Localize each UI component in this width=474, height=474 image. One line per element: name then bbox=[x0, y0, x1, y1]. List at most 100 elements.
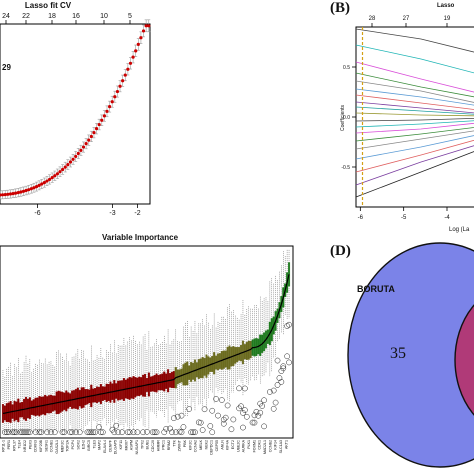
panel-c-outlier bbox=[76, 429, 83, 436]
panel-b-top-tick-label: 28 bbox=[369, 16, 376, 22]
panel-c-outlier bbox=[19, 429, 26, 436]
panel-c-x-label: CENPF bbox=[108, 439, 112, 452]
panel-c-outlier bbox=[169, 429, 175, 436]
panel-a-point bbox=[141, 29, 146, 33]
panel-a-bottom-ticks: -6 -3 -2 bbox=[34, 204, 141, 217]
panel-c-x-label: UBE2C bbox=[236, 440, 240, 452]
panel-a-point bbox=[84, 142, 88, 146]
panel-c-outlier bbox=[220, 420, 227, 427]
panel-a-top-tick-label: 18 bbox=[48, 13, 56, 20]
panel-a-point bbox=[6, 192, 10, 196]
panel-a-point bbox=[105, 109, 109, 113]
panel-b-coef-line bbox=[355, 139, 474, 173]
panel-a-point bbox=[55, 172, 60, 176]
panel-c-x-label: MAD2L1 bbox=[263, 440, 267, 454]
panel-a-point bbox=[34, 184, 39, 189]
panel-a-point bbox=[68, 160, 73, 164]
panel-c-x-label: SLC1A3 bbox=[279, 440, 283, 453]
panel-a-point bbox=[79, 148, 83, 152]
panel-c-outlier bbox=[224, 402, 231, 409]
panel-c-x-label: CEP55 bbox=[215, 440, 219, 451]
panel-a-point bbox=[94, 127, 99, 131]
panel-a-top-tick-label: 24 bbox=[2, 13, 10, 20]
panel-a-point bbox=[42, 181, 46, 185]
panel-a-point bbox=[53, 174, 57, 178]
panel-c-title: Variable Importance bbox=[102, 233, 179, 242]
panel-a-point bbox=[66, 163, 70, 167]
panel-c-outlier bbox=[167, 425, 173, 432]
panel-a-point bbox=[121, 79, 125, 83]
panel-b-ylabel: Coefficients bbox=[340, 104, 346, 131]
panel-c-outlier bbox=[144, 428, 150, 435]
panel-a-top-ticks: 24 22 18 16 10 5 bbox=[2, 13, 132, 24]
panel-a-point bbox=[11, 191, 15, 196]
panel-b-top-title: Lasso bbox=[437, 3, 455, 9]
panel-c-x-label: CCNB2 bbox=[268, 440, 272, 452]
panel-c-outlier bbox=[178, 412, 185, 419]
panel-c-outlier bbox=[151, 429, 158, 436]
panel-a-point bbox=[147, 24, 151, 28]
panel-a-point bbox=[19, 190, 23, 194]
panel-c-outlier bbox=[251, 419, 258, 426]
panel-a-point bbox=[136, 42, 140, 46]
panel-a-point bbox=[27, 188, 31, 192]
panel-a-point bbox=[29, 187, 33, 191]
panel-b-tag: (B) bbox=[330, 0, 350, 16]
panel-a-point bbox=[16, 190, 20, 195]
panel-b-coef-line bbox=[355, 61, 474, 93]
panel-c-outlier bbox=[188, 429, 194, 436]
panel-a-point bbox=[115, 89, 120, 94]
panel-a-bottom-tick-label: -2 bbox=[134, 210, 140, 217]
panel-c-x-label: SESN1 bbox=[44, 440, 48, 452]
panel-a-point bbox=[108, 105, 112, 109]
panel-a-point bbox=[131, 55, 135, 59]
panel-c-outlier bbox=[190, 429, 196, 436]
panel-c-x-label: MEF2C bbox=[60, 440, 64, 453]
panel-c-outlier bbox=[270, 405, 277, 412]
panel-c-x-label: ECT2 bbox=[231, 440, 235, 449]
panel-b-x-tick-label: -5 bbox=[401, 215, 407, 221]
panel-b-top-tick-label: 19 bbox=[444, 16, 451, 22]
panel-c-x-label: MKI67 bbox=[124, 440, 128, 450]
panel-c-outlier bbox=[111, 429, 118, 436]
panel-a-plot-frame bbox=[0, 23, 151, 205]
panel-b-x-tick-label: -4 bbox=[444, 215, 450, 221]
panel-c-median-trend bbox=[2, 274, 290, 414]
panel-c-outlier bbox=[272, 399, 279, 406]
panel-c-x-label: CCNB1 bbox=[50, 440, 54, 452]
panel-c-outlier bbox=[240, 424, 246, 431]
panel-a-point bbox=[14, 191, 18, 195]
panel-c-x-label: RPL37 bbox=[12, 440, 16, 451]
panel-b-coef-line bbox=[355, 122, 474, 134]
panel-b-coef-line bbox=[355, 145, 474, 186]
panel-b-top-ticks: 28 27 19 bbox=[369, 16, 451, 27]
panel-b-y-tick-label: 0.5 bbox=[343, 65, 350, 71]
panel-b-x-ticks: -6 -5 -4 bbox=[358, 207, 450, 221]
panel-c-outlier bbox=[73, 429, 79, 436]
panel-b-y-tick-label: -0.5 bbox=[341, 165, 350, 171]
panel-c-outlier bbox=[61, 429, 68, 436]
panel-c-outlier bbox=[17, 429, 24, 436]
panel-a-point bbox=[32, 186, 36, 190]
panel-b-y-tick-label: 0.0 bbox=[343, 115, 350, 121]
panel-c-outlier bbox=[251, 412, 258, 419]
venn-count-only: 35 bbox=[390, 345, 406, 362]
panel-c-plot-frame bbox=[0, 245, 294, 439]
panel-b-coef-line bbox=[355, 112, 474, 117]
panel-d: (D) BORUTA 35 bbox=[330, 242, 474, 468]
panel-c-x-label: TOP2A bbox=[66, 439, 70, 451]
panel-c-outlier bbox=[286, 321, 292, 328]
panel-c-outlier bbox=[98, 429, 104, 436]
panel-c-x-label: PER1 bbox=[7, 440, 11, 449]
panel-c-outlier bbox=[174, 413, 181, 420]
panel-b-coef-line bbox=[355, 117, 474, 122]
panel-c-x-label: GAS2L1 bbox=[55, 440, 59, 454]
panel-a-point bbox=[45, 179, 49, 183]
panel-c-x-label: EZH2 bbox=[82, 440, 86, 449]
panel-c-outlier bbox=[90, 429, 97, 436]
panel-c-outlier bbox=[242, 385, 248, 392]
panel-c-outlier bbox=[218, 397, 225, 403]
panel-b-coef-line bbox=[355, 28, 474, 53]
panel-a-point bbox=[128, 61, 133, 65]
panel-c-outlier bbox=[44, 429, 50, 436]
